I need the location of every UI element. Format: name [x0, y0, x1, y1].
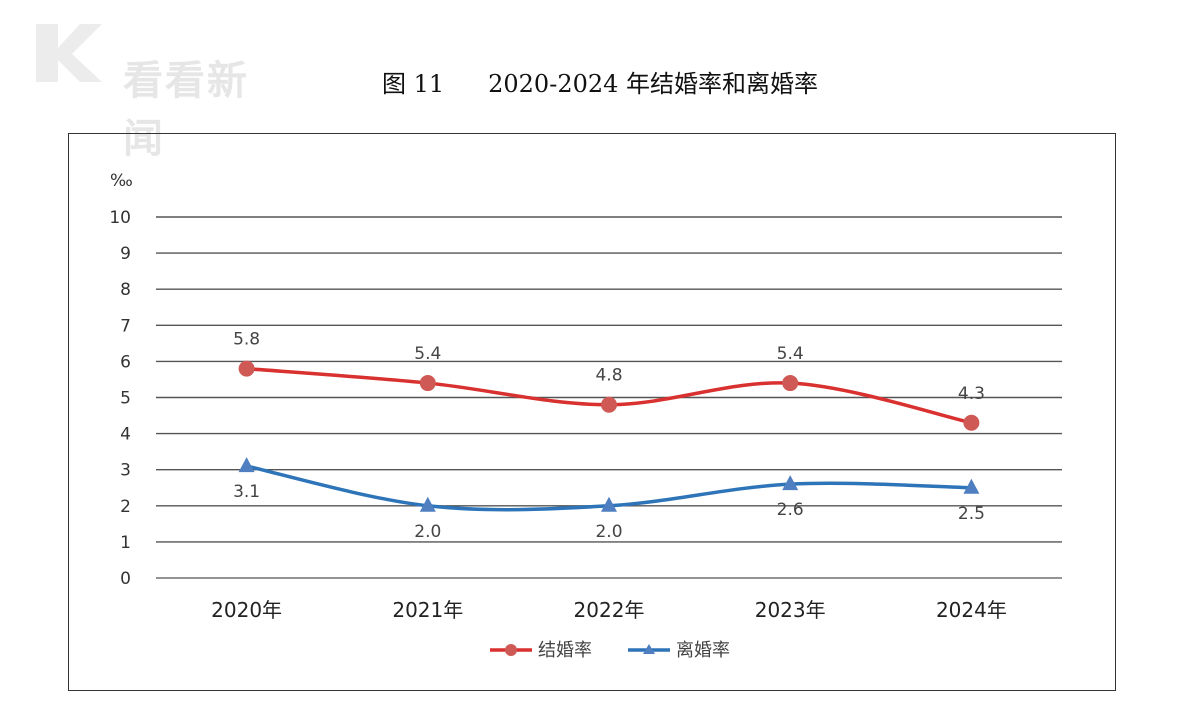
y-tick-label: 2 [120, 497, 131, 517]
data-point-marker [782, 475, 799, 491]
y-tick-label: 3 [120, 461, 131, 481]
data-label: 5.8 [233, 330, 260, 350]
data-label: 3.1 [233, 482, 260, 502]
y-tick-label: 8 [120, 280, 131, 300]
watermark-k-icon [36, 24, 102, 82]
data-label: 5.4 [777, 344, 804, 364]
data-label: 4.3 [958, 384, 985, 404]
legend-label: 离婚率 [676, 640, 730, 661]
data-point-marker [419, 496, 436, 512]
data-point-marker [238, 457, 255, 473]
legend: 结婚率 离婚率 [490, 640, 730, 661]
x-tick-label: 2023年 [755, 598, 826, 622]
data-point-marker [238, 360, 255, 377]
legend-label: 结婚率 [538, 640, 592, 661]
chart-frame [68, 133, 1116, 691]
series-group: 5.8 5.4 4.8 5.4 4.3 3.1 2.0 2.0 2.6 2.5 [233, 330, 985, 542]
data-point-marker [782, 375, 799, 392]
x-tick-label: 2022年 [574, 598, 645, 622]
data-point-marker [963, 478, 980, 494]
data-point-marker [601, 396, 617, 413]
legend-marker [505, 644, 517, 656]
y-axis: 0 1 2 3 4 5 6 7 8 9 10 ‰ [109, 171, 132, 589]
x-tick-label: 2024年 [936, 598, 1007, 622]
data-label: 2.6 [777, 500, 804, 520]
data-label: 5.4 [414, 344, 441, 364]
figure-number: 图 11 [381, 70, 445, 98]
x-tick-label: 2021年 [392, 598, 463, 622]
figure-caption: 2020-2024 年结婚率和离婚率 [488, 70, 819, 98]
legend-marker [643, 644, 655, 654]
data-point-marker [601, 496, 617, 512]
y-axis-unit: ‰ [110, 171, 133, 191]
data-point-marker [419, 375, 436, 392]
y-tick-label: 10 [109, 208, 131, 228]
y-tick-label: 0 [120, 569, 131, 589]
y-tick-label: 5 [120, 389, 131, 409]
y-tick-label: 7 [120, 316, 131, 336]
y-tick-label: 9 [120, 244, 131, 264]
y-tick-label: 1 [120, 533, 131, 553]
y-tick-label: 6 [120, 352, 131, 372]
y-tick-label: 4 [120, 425, 131, 445]
data-point-marker [963, 414, 980, 431]
data-label: 2.0 [595, 522, 622, 542]
data-label: 4.8 [595, 366, 622, 386]
watermark-logo: 看看新闻 [28, 18, 268, 162]
x-axis: 2020年 2021年 2022年 2023年 2024年 [211, 598, 1007, 622]
figure-title: 图 11 2020-2024 年结婚率和离婚率 [0, 64, 1200, 99]
data-label: 2.0 [414, 522, 441, 542]
x-tick-label: 2020年 [211, 598, 282, 622]
data-label: 2.5 [958, 504, 985, 524]
watermark-text: 看看新闻 [123, 58, 249, 162]
